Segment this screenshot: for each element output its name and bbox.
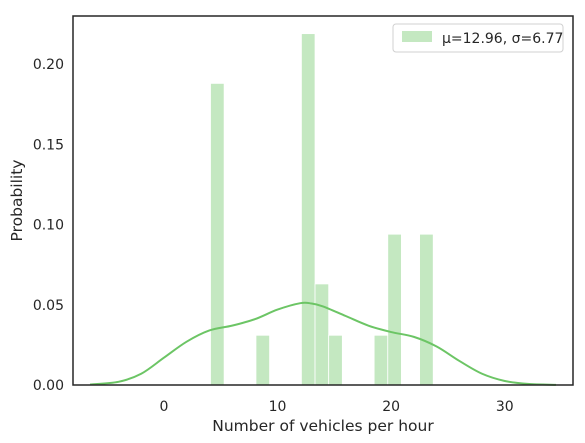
legend-entry: μ=12.96, σ=6.77 bbox=[442, 31, 563, 47]
y-axis-ticks: 0.00 0.05 0.10 0.15 0.20 bbox=[33, 57, 64, 394]
y-tick-label-2: 0.10 bbox=[33, 218, 64, 234]
x-tick-label-3: 30 bbox=[496, 399, 514, 415]
y-tick-label-1: 0.05 bbox=[33, 298, 64, 314]
y-tick-label-0: 0.00 bbox=[33, 378, 64, 394]
histogram-bar-2 bbox=[301, 34, 315, 385]
x-tick-label-1: 10 bbox=[269, 399, 287, 415]
x-axis-ticks: 0 10 20 30 bbox=[159, 399, 513, 415]
histogram-bar-4 bbox=[329, 335, 343, 385]
x-tick-label-0: 0 bbox=[159, 399, 168, 415]
legend-swatch bbox=[402, 31, 432, 42]
histogram-bar-6 bbox=[388, 234, 402, 385]
y-tick-label-4: 0.20 bbox=[33, 57, 64, 73]
histogram-bar-0 bbox=[211, 83, 225, 385]
x-tick-label-2: 20 bbox=[382, 399, 400, 415]
x-axis-label: Number of vehicles per hour bbox=[212, 417, 434, 435]
histogram-bars bbox=[211, 34, 434, 385]
histogram-bar-5 bbox=[374, 335, 388, 385]
histogram-bar-7 bbox=[420, 234, 434, 385]
histogram-bar-1 bbox=[256, 335, 270, 385]
histogram-bar-3 bbox=[315, 284, 329, 385]
legend: μ=12.96, σ=6.77 bbox=[393, 24, 563, 52]
y-axis-label: Probability bbox=[8, 160, 26, 242]
y-tick-label-3: 0.15 bbox=[33, 137, 64, 153]
